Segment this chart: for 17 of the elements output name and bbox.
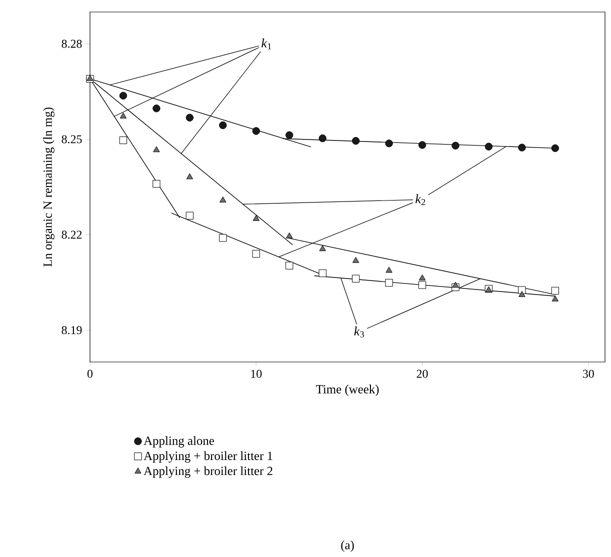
x-axis-title: Time (week)	[316, 384, 379, 396]
annotation: k$_{1}$	[262, 38, 272, 50]
annotation: k$_{3}$	[354, 326, 364, 338]
y-tick-label: 8.19	[62, 326, 82, 334]
y-tick-label: 8.28	[62, 40, 82, 48]
y-tick-label: 8.25	[62, 135, 82, 144]
legend-label: Appling alone	[144, 436, 214, 448]
x-tick-label: 20	[416, 370, 428, 378]
legend-label: Applying + broiler litter 1	[144, 451, 272, 463]
x-tick-label: 30	[582, 370, 594, 378]
y-axis-title: Ln organic N remaining (ln mg)	[43, 108, 54, 267]
text: (a)	[341, 540, 354, 552]
x-tick-label: 0	[87, 370, 93, 378]
annotation: k$_{2}$	[416, 194, 426, 206]
legend-label: Applying + broiler litter 2	[144, 466, 272, 478]
y-tick-label: 8.22	[62, 230, 82, 239]
x-tick-label: 10	[251, 370, 262, 378]
